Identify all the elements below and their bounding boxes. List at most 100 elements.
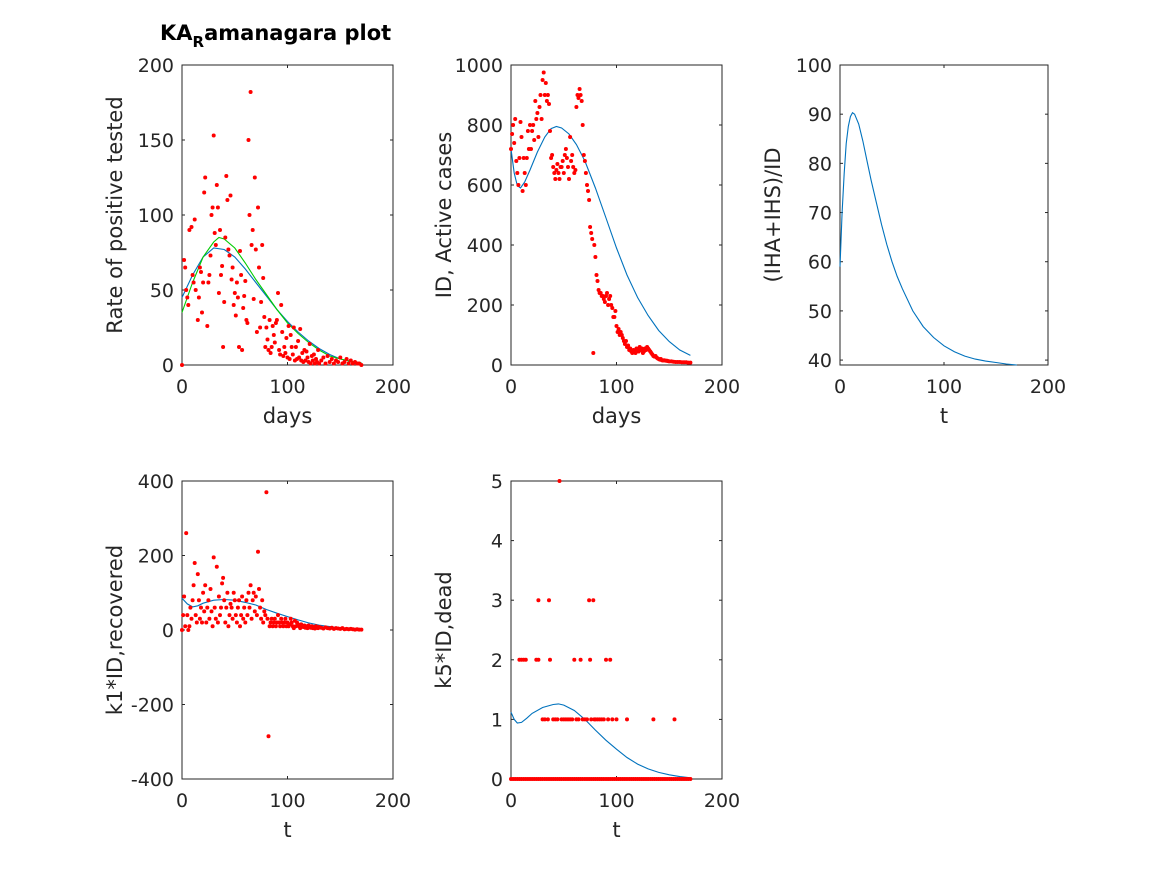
- data-point: [296, 339, 301, 343]
- x-tick-label: 100: [269, 376, 305, 398]
- data-point: [316, 348, 321, 352]
- data-point: [260, 243, 265, 247]
- data-point: [229, 277, 234, 282]
- data-point: [317, 361, 322, 366]
- data-point: [536, 135, 541, 139]
- data-point: [270, 324, 275, 328]
- data-point: [578, 93, 583, 97]
- y-axis-label: k5*ID,dead: [432, 571, 456, 689]
- data-point: [224, 174, 229, 178]
- y-tick-label: 0: [162, 355, 174, 377]
- data-point: [548, 129, 552, 133]
- y-tick-label: 90: [808, 104, 832, 126]
- data-point: [180, 363, 184, 367]
- data-point: [303, 358, 308, 363]
- data-point: [244, 598, 249, 603]
- data-point: [512, 141, 517, 145]
- data-point: [200, 310, 204, 315]
- data-point: [230, 265, 235, 270]
- data-point: [226, 624, 231, 629]
- data-point: [247, 213, 252, 217]
- x-tick-label: 200: [1030, 376, 1066, 398]
- data-point: [253, 247, 258, 252]
- data-point: [536, 598, 541, 603]
- data-point: [212, 605, 217, 610]
- data-point: [542, 93, 547, 97]
- data-point: [588, 657, 593, 662]
- data-point: [553, 177, 558, 181]
- data-point: [226, 247, 231, 252]
- data-point: [230, 616, 235, 621]
- data-point: [250, 598, 255, 603]
- data-point: [311, 352, 316, 357]
- data-point: [200, 620, 204, 625]
- data-point: [204, 620, 209, 625]
- data-point: [516, 183, 521, 187]
- data-point: [688, 777, 693, 781]
- data-point: [277, 348, 282, 352]
- data-point: [234, 280, 239, 285]
- data-point: [208, 587, 213, 591]
- data-point: [252, 175, 257, 180]
- data-point: [592, 243, 597, 247]
- data-point: [271, 333, 276, 337]
- data-point: [184, 288, 189, 292]
- data-point: [263, 345, 268, 349]
- data-point: [639, 346, 644, 351]
- y-tick-label: 50: [808, 301, 832, 323]
- data-point: [199, 270, 203, 274]
- data-point: [582, 159, 587, 163]
- data-point: [579, 99, 584, 103]
- data-point: [536, 657, 541, 662]
- data-point: [308, 361, 313, 366]
- subplot-3: 0 100 200 40 50 60 70 80 90 100 t (IHA+IHS)/ID: [761, 55, 1066, 428]
- data-point: [325, 354, 330, 358]
- data-point: [554, 168, 559, 172]
- x-tick-label: 0: [176, 376, 188, 398]
- data-point: [608, 294, 613, 298]
- data-point: [218, 228, 222, 232]
- data-point: [557, 177, 562, 181]
- data-point: [594, 273, 599, 277]
- data-point: [221, 575, 226, 580]
- data-point: [183, 624, 188, 629]
- data-point: [530, 129, 535, 133]
- data-point: [187, 624, 192, 629]
- data-point: [264, 490, 269, 495]
- data-point: [195, 572, 200, 577]
- data-point: [212, 231, 217, 235]
- data-point: [541, 70, 546, 75]
- data-point: [218, 613, 222, 618]
- data-point: [613, 309, 618, 313]
- data-point: [207, 273, 212, 277]
- data-point: [272, 340, 277, 345]
- data-point: [227, 253, 232, 258]
- data-point: [607, 297, 612, 301]
- x-tick-label: 200: [375, 790, 411, 812]
- data-point: [183, 265, 188, 270]
- data-point: [585, 183, 589, 187]
- data-point: [270, 624, 275, 629]
- data-point: [253, 594, 258, 599]
- data-point: [237, 345, 241, 349]
- data-point: [281, 624, 286, 629]
- x-tick-label: 200: [375, 376, 411, 398]
- data-point: [336, 360, 341, 364]
- data-point: [586, 189, 590, 193]
- data-point: [278, 352, 283, 357]
- data-point: [319, 358, 324, 363]
- data-point: [256, 549, 260, 554]
- data-point: [344, 357, 349, 361]
- data-point: [569, 159, 574, 163]
- data-point: [202, 609, 207, 614]
- y-tick-label: 150: [138, 130, 174, 152]
- x-tick-label: 100: [598, 376, 634, 398]
- data-point: [514, 159, 519, 163]
- data-point: [187, 228, 192, 232]
- data-point: [532, 138, 537, 142]
- y-tick-label: 400: [138, 471, 174, 493]
- data-point: [524, 156, 529, 160]
- data-point: [279, 303, 284, 307]
- data-point: [231, 303, 236, 307]
- data-point: [273, 624, 278, 629]
